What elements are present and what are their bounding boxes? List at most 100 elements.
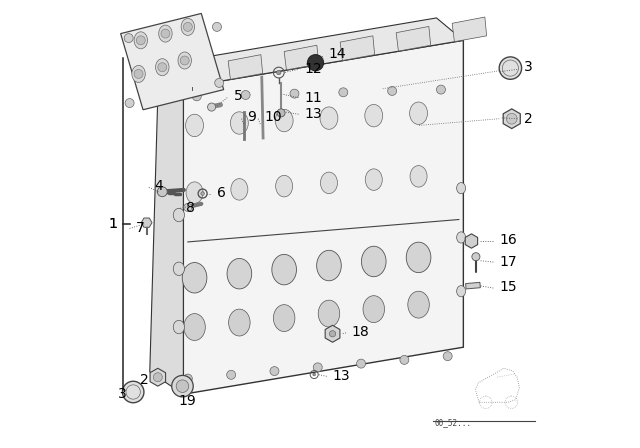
Ellipse shape (178, 52, 191, 69)
Polygon shape (184, 40, 463, 394)
Circle shape (172, 375, 193, 397)
Ellipse shape (182, 263, 207, 293)
Circle shape (207, 103, 216, 111)
Polygon shape (284, 45, 319, 70)
Circle shape (193, 92, 201, 101)
Circle shape (180, 56, 189, 65)
Polygon shape (150, 65, 184, 394)
Ellipse shape (456, 232, 466, 243)
Ellipse shape (272, 254, 296, 285)
Text: 1: 1 (109, 217, 118, 231)
Circle shape (157, 187, 167, 197)
Text: 15: 15 (499, 280, 517, 294)
Circle shape (436, 85, 445, 94)
Ellipse shape (321, 172, 337, 194)
Ellipse shape (173, 320, 184, 334)
Text: 2: 2 (140, 373, 148, 387)
Circle shape (313, 373, 316, 376)
Circle shape (339, 88, 348, 97)
Ellipse shape (410, 102, 428, 125)
Polygon shape (141, 218, 152, 227)
Text: 18: 18 (351, 324, 369, 339)
Ellipse shape (365, 169, 382, 190)
Ellipse shape (231, 179, 248, 200)
Circle shape (330, 331, 336, 337)
Ellipse shape (186, 182, 203, 203)
Bar (466, 282, 481, 289)
Circle shape (154, 373, 163, 382)
Text: 8: 8 (186, 201, 195, 215)
Ellipse shape (318, 300, 340, 327)
Ellipse shape (456, 286, 466, 297)
Circle shape (125, 99, 134, 108)
Ellipse shape (227, 258, 252, 289)
Circle shape (290, 89, 299, 98)
Circle shape (307, 55, 324, 71)
Ellipse shape (173, 262, 184, 276)
Circle shape (124, 34, 133, 43)
Circle shape (134, 69, 143, 78)
Circle shape (443, 352, 452, 361)
Ellipse shape (320, 107, 338, 129)
Polygon shape (150, 368, 166, 386)
Polygon shape (159, 18, 463, 87)
Ellipse shape (362, 246, 386, 277)
Text: 16: 16 (499, 233, 517, 247)
Circle shape (388, 86, 397, 95)
Ellipse shape (408, 291, 429, 318)
Polygon shape (340, 36, 374, 60)
Text: 11: 11 (305, 90, 322, 105)
Circle shape (158, 63, 167, 72)
Ellipse shape (275, 109, 293, 132)
Text: 17: 17 (499, 255, 517, 269)
Polygon shape (228, 55, 262, 79)
Ellipse shape (406, 242, 431, 273)
Circle shape (356, 359, 365, 368)
Text: 14: 14 (328, 47, 346, 61)
Ellipse shape (230, 112, 248, 134)
Ellipse shape (363, 296, 385, 323)
Circle shape (270, 366, 279, 375)
Polygon shape (325, 325, 340, 342)
Polygon shape (465, 234, 477, 248)
Ellipse shape (317, 250, 341, 281)
Circle shape (400, 355, 409, 364)
Circle shape (314, 363, 323, 372)
Ellipse shape (456, 182, 466, 194)
Ellipse shape (181, 18, 195, 35)
Polygon shape (121, 13, 224, 110)
Text: 9: 9 (248, 110, 256, 125)
Text: 00_52...: 00_52... (435, 418, 471, 427)
Text: 3: 3 (118, 387, 126, 401)
Circle shape (499, 57, 522, 79)
Circle shape (122, 381, 144, 403)
Circle shape (472, 253, 480, 261)
Text: 4: 4 (154, 179, 163, 193)
Ellipse shape (273, 305, 295, 332)
Text: 19: 19 (179, 394, 196, 408)
Polygon shape (396, 26, 431, 51)
Circle shape (184, 203, 192, 211)
Ellipse shape (228, 309, 250, 336)
Polygon shape (172, 64, 207, 89)
Circle shape (212, 22, 221, 31)
Circle shape (276, 70, 281, 75)
Circle shape (184, 22, 192, 31)
Text: 6: 6 (217, 185, 226, 200)
Ellipse shape (132, 65, 145, 82)
Circle shape (277, 109, 285, 117)
Circle shape (201, 192, 204, 195)
Circle shape (184, 374, 192, 383)
Ellipse shape (186, 114, 204, 137)
Ellipse shape (134, 32, 148, 49)
Circle shape (136, 36, 145, 45)
Ellipse shape (159, 25, 172, 42)
Text: 13: 13 (305, 107, 322, 121)
Circle shape (176, 380, 189, 392)
Circle shape (161, 29, 170, 38)
Text: 10: 10 (264, 110, 282, 125)
Text: 1: 1 (109, 217, 118, 231)
Ellipse shape (276, 175, 292, 197)
Circle shape (241, 90, 250, 99)
Text: 13: 13 (333, 369, 350, 383)
